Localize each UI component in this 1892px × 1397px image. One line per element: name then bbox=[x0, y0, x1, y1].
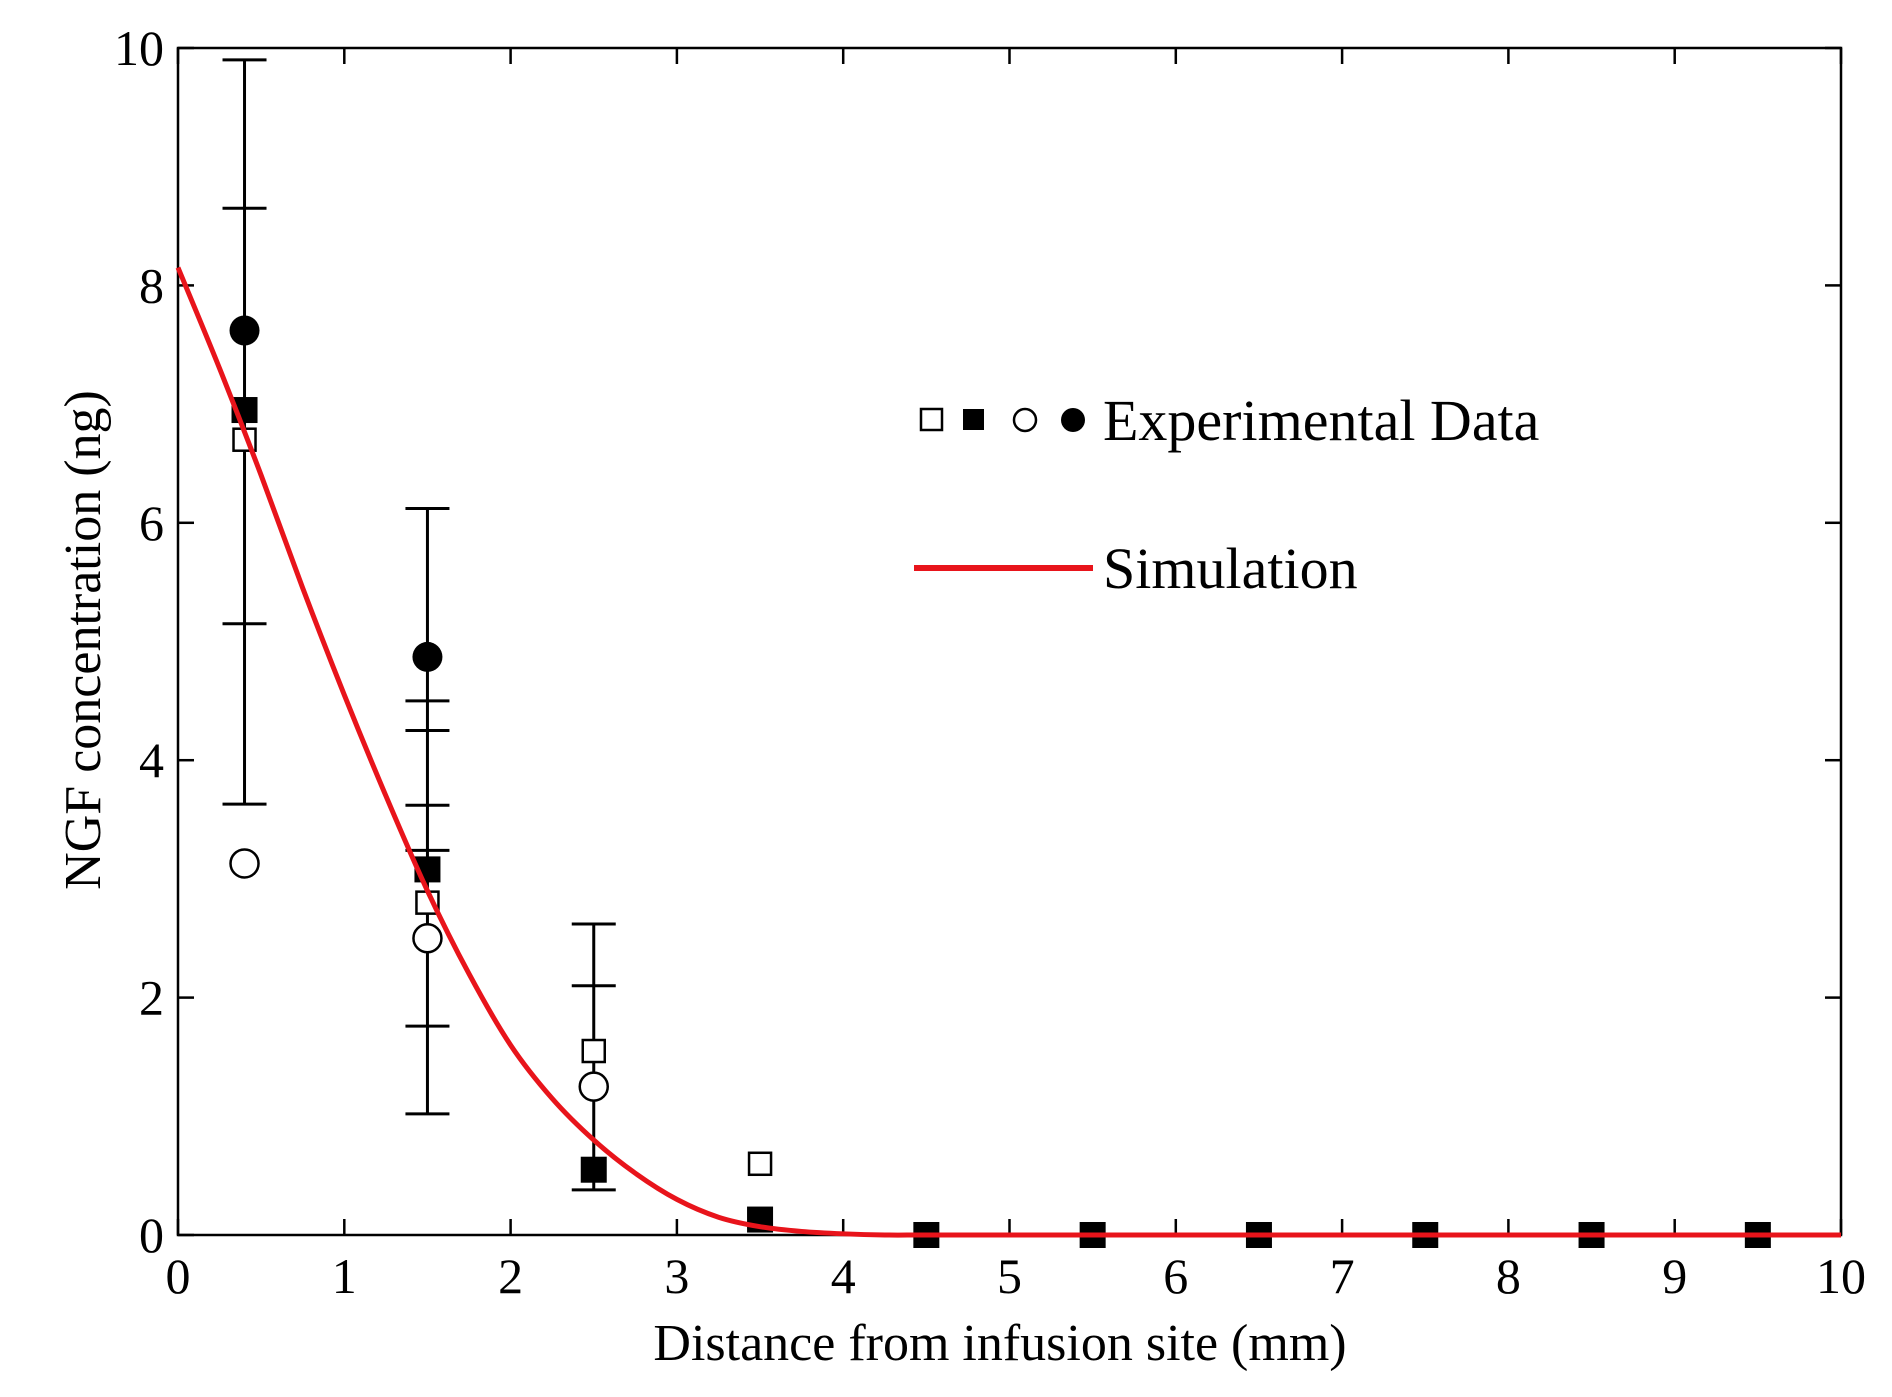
legend: Experimental Data Simulation bbox=[914, 388, 1539, 601]
x-tick-label: 7 bbox=[1330, 1248, 1355, 1304]
y-tick-label: 0 bbox=[139, 1207, 164, 1263]
filled-circle-point bbox=[229, 315, 260, 346]
x-tick-label: 5 bbox=[997, 1248, 1022, 1304]
x-tick-label: 6 bbox=[1163, 1248, 1188, 1304]
x-axis-label: Distance from infusion site (mm) bbox=[653, 1315, 1346, 1372]
open-square-point bbox=[581, 1038, 606, 1064]
y-ticks: 0 2 4 6 8 10 bbox=[114, 20, 1841, 1263]
y-axis-label: NGF concentration (ng) bbox=[55, 390, 112, 890]
y-tick-label: 10 bbox=[114, 20, 164, 76]
legend-simulation-label: Simulation bbox=[1103, 536, 1358, 601]
legend-open-circle-icon bbox=[1012, 407, 1038, 433]
x-tick-label: 4 bbox=[831, 1248, 856, 1304]
x-tick-label: 3 bbox=[664, 1248, 689, 1304]
x-tick-label: 10 bbox=[1816, 1248, 1866, 1304]
filled-square-point bbox=[580, 1156, 607, 1183]
legend-open-square-icon bbox=[919, 407, 944, 432]
y-tick-label: 8 bbox=[139, 257, 164, 313]
open-circle-point bbox=[229, 848, 260, 879]
open-square-point bbox=[747, 1151, 773, 1177]
x-ticks: 0 1 2 3 4 5 6 7 8 9 10 bbox=[166, 48, 1866, 1304]
x-tick-label: 8 bbox=[1496, 1248, 1521, 1304]
filled-circle-point bbox=[412, 641, 443, 672]
x-tick-label: 9 bbox=[1662, 1248, 1687, 1304]
y-tick-label: 2 bbox=[139, 970, 164, 1026]
open-circle-point bbox=[412, 923, 443, 954]
y-tick-label: 4 bbox=[139, 732, 164, 788]
simulation-line bbox=[175, 266, 1841, 1238]
x-tick-label: 1 bbox=[332, 1248, 357, 1304]
x-tick-label: 2 bbox=[498, 1248, 523, 1304]
legend-filled-square-icon bbox=[963, 409, 984, 430]
x-tick-label: 0 bbox=[166, 1248, 191, 1304]
legend-experimental-label: Experimental Data bbox=[1103, 388, 1539, 453]
y-tick-label: 6 bbox=[139, 495, 164, 551]
legend-filled-circle-icon bbox=[1061, 408, 1085, 432]
open-circle-point bbox=[578, 1071, 609, 1102]
plot-area bbox=[176, 46, 1843, 1237]
